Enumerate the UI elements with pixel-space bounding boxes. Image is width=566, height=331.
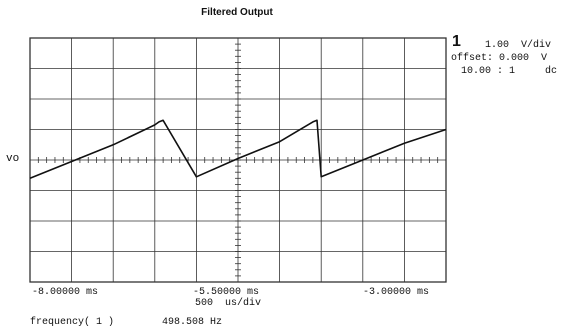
channel-probe: 10.00 : 1 dc bbox=[461, 66, 558, 77]
series-line bbox=[29, 119, 447, 180]
measurement-value: 498.508 Hz bbox=[162, 317, 223, 328]
time-label-center: -5.50000 ms bbox=[193, 287, 260, 298]
time-label-left: -8.00000 ms bbox=[32, 287, 99, 298]
time-label-right: -3.00000 ms bbox=[363, 287, 430, 298]
measurement-label: frequency( 1 ) bbox=[30, 317, 115, 328]
graticule bbox=[29, 37, 447, 283]
channel-number: 1 bbox=[452, 33, 461, 50]
trace-label-vo: vo bbox=[6, 153, 20, 165]
waveform-trace bbox=[29, 119, 447, 180]
channel-scale: 1.00 V/div bbox=[485, 40, 552, 51]
timebase-label: 500 us/div bbox=[195, 298, 262, 309]
chart-title: Filtered Output bbox=[201, 7, 273, 18]
channel-offset: offset: 0.000 V bbox=[451, 53, 548, 64]
